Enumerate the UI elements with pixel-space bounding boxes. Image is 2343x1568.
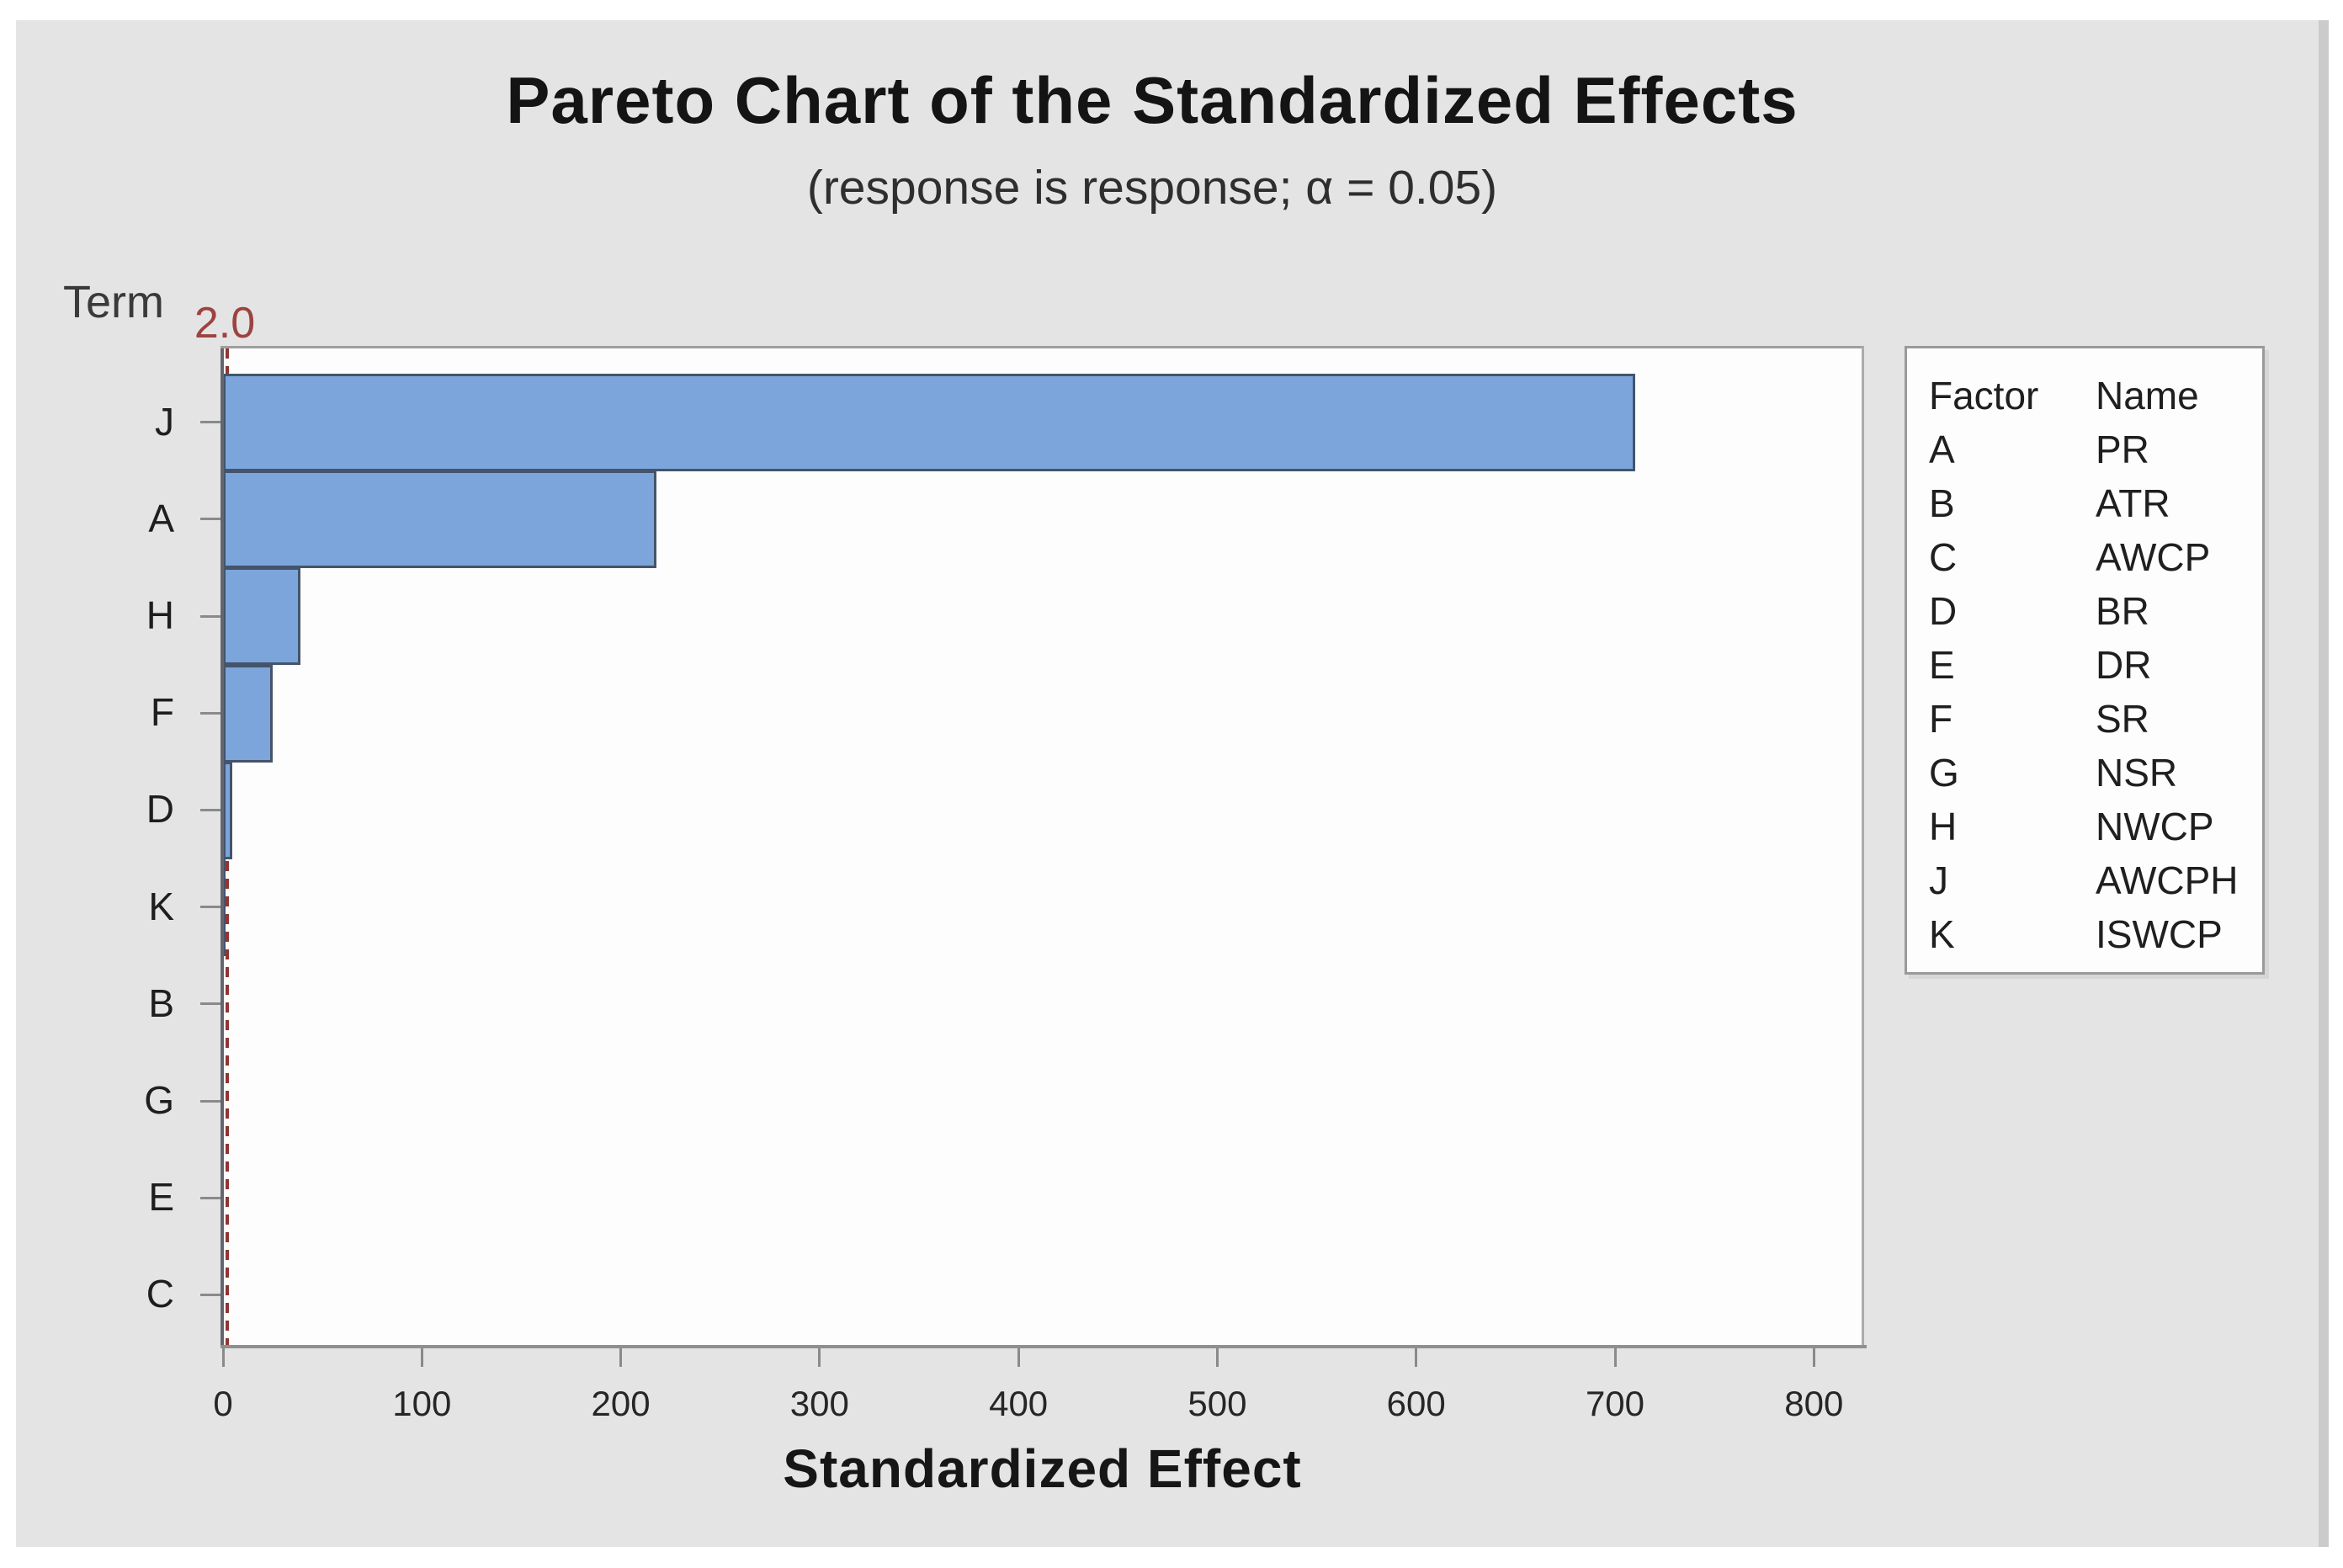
legend-name: AWCPH — [2096, 858, 2239, 902]
legend-row-E: E DR — [1929, 638, 2262, 692]
x-axis-title: Standardized Effect — [783, 1438, 1302, 1499]
x-tick-400 — [1017, 1345, 1020, 1367]
bar-A — [223, 470, 657, 569]
y-tick-F — [200, 711, 220, 715]
y-category-label-C: C — [146, 1272, 174, 1316]
x-tick-label-500: 500 — [1187, 1384, 1247, 1423]
x-tick-label-800: 800 — [1784, 1384, 1844, 1423]
y-tick-B — [200, 1002, 220, 1006]
legend-row-C: C AWCP — [1929, 530, 2262, 584]
y-tick-H — [200, 614, 220, 618]
bar-D — [223, 761, 232, 859]
legend-name: PR — [2096, 428, 2149, 471]
legend-name: AWCP — [2096, 535, 2211, 579]
x-tick-200 — [619, 1345, 623, 1367]
reference-line-label: 2.0 — [194, 299, 256, 348]
x-tick-label-300: 300 — [789, 1384, 849, 1423]
y-category-label-F: F — [150, 690, 174, 735]
legend-name: DR — [2096, 643, 2152, 687]
x-tick-100 — [420, 1345, 423, 1367]
x-tick-label-100: 100 — [392, 1384, 452, 1423]
legend-factor: G — [1929, 751, 1959, 795]
chart-title: Pareto Chart of the Standardized Effects — [506, 63, 1798, 137]
chart-canvas: Pareto Chart of the Standardized Effects… — [16, 20, 2329, 1547]
y-axis-line — [220, 348, 224, 1348]
x-tick-700 — [1613, 1345, 1617, 1367]
legend-factor: B — [1929, 481, 1955, 525]
bar-F — [223, 664, 274, 763]
legend-factor: D — [1929, 589, 1958, 633]
legend-row-H: H NWCP — [1929, 800, 2262, 853]
legend-rows: A PR B ATR C AWCP D BR E DR F SR G NSR H NWCP J AWCPH K ISW… — [1929, 423, 2262, 961]
bars-container — [223, 374, 1862, 1346]
x-tick-0 — [221, 1345, 225, 1367]
legend-factor: F — [1929, 697, 1953, 741]
y-category-label-H: H — [146, 593, 174, 637]
y-tick-G — [200, 1099, 220, 1103]
x-axis-line — [220, 1345, 1867, 1348]
legend-row-B: B ATR — [1929, 476, 2262, 530]
y-category-label-K: K — [148, 884, 174, 928]
legend-header-name: Name — [2096, 374, 2199, 417]
y-category-label-J: J — [155, 399, 174, 444]
legend-name: ISWCP — [2096, 912, 2223, 956]
legend-factor: C — [1929, 535, 1958, 579]
x-tick-500 — [1215, 1345, 1219, 1367]
y-tick-E — [200, 1196, 220, 1199]
legend-factor: K — [1929, 912, 1955, 956]
x-tick-label-600: 600 — [1386, 1384, 1446, 1423]
y-axis-label: Term — [63, 277, 164, 327]
legend-factor: A — [1929, 428, 1955, 471]
y-tick-A — [200, 518, 220, 521]
y-category-label-A: A — [148, 496, 174, 540]
y-tick-K — [200, 906, 220, 909]
legend-row-D: D BR — [1929, 584, 2262, 638]
legend-header-row: Factor Name — [1929, 369, 2262, 423]
bar-J — [223, 374, 1635, 471]
legend-name: NSR — [2096, 751, 2178, 795]
x-tick-label-700: 700 — [1585, 1384, 1645, 1423]
legend-name: SR — [2096, 697, 2149, 741]
legend-factor: J — [1929, 858, 1948, 902]
legend-row-J: J AWCPH — [1929, 853, 2262, 907]
legend-name: NWCP — [2096, 805, 2214, 848]
legend-row-A: A PR — [1929, 423, 2262, 476]
y-category-label-E: E — [148, 1175, 174, 1220]
y-category-label-G: G — [144, 1078, 174, 1122]
y-category-label-B: B — [148, 981, 174, 1025]
legend-row-G: G NSR — [1929, 746, 2262, 800]
plot-area — [200, 348, 1862, 1367]
legend-name: BR — [2096, 589, 2149, 633]
legend-row-F: F SR — [1929, 692, 2262, 746]
x-tick-300 — [818, 1345, 821, 1367]
legend-box: Factor Name A PR B ATR C AWCP D BR E DR F SR G NSR H NW… — [1905, 346, 2265, 975]
x-tick-600 — [1415, 1345, 1418, 1367]
legend-factor: E — [1929, 643, 1955, 687]
y-category-label-D: D — [146, 787, 174, 832]
bar-K — [223, 858, 226, 956]
y-tick-J — [200, 421, 220, 424]
legend-factor: H — [1929, 805, 1958, 848]
x-tick-800 — [1812, 1345, 1815, 1367]
legend-name: ATR — [2096, 481, 2170, 525]
y-tick-C — [200, 1293, 220, 1296]
y-tick-D — [200, 808, 220, 811]
x-tick-label-400: 400 — [989, 1384, 1049, 1423]
plot-frame-right — [1862, 346, 1864, 1347]
x-tick-label-0: 0 — [213, 1384, 233, 1423]
legend-header-factor: Factor — [1929, 374, 2039, 417]
x-tick-label-200: 200 — [591, 1384, 651, 1423]
plot-frame-top — [220, 346, 1864, 348]
chart-subtitle: (response is response; α = 0.05) — [806, 161, 1498, 215]
bar-H — [223, 567, 301, 666]
legend-row-K: K ISWCP — [1929, 907, 2262, 961]
